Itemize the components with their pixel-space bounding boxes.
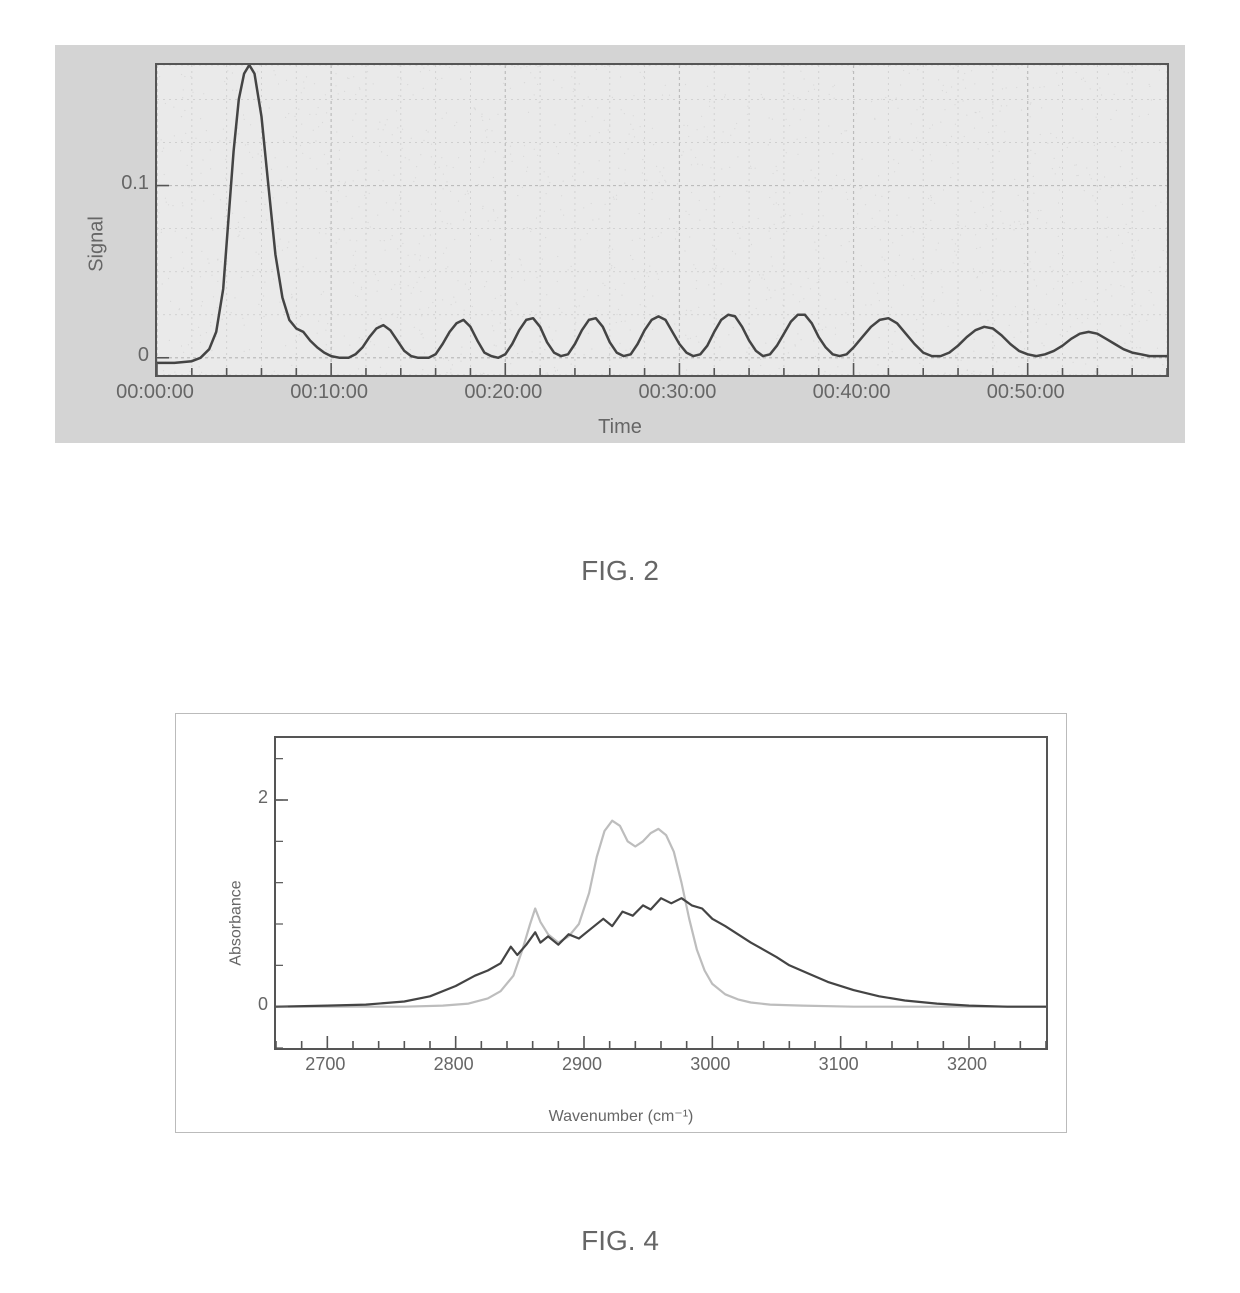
- fig4-ytick: 0: [218, 994, 268, 1015]
- fig2-xlabel: Time: [598, 416, 642, 439]
- fig2-xtick: 00:40:00: [813, 381, 891, 404]
- fig2-ytick: 0.1: [89, 172, 149, 195]
- fig2-xtick: 00:50:00: [987, 381, 1065, 404]
- fig4-xtick: 3100: [819, 1054, 859, 1075]
- fig2-xtick: 00:00:00: [116, 381, 194, 404]
- fig2-caption: FIG. 2: [0, 555, 1240, 587]
- fig4-xtick: 3000: [690, 1054, 730, 1075]
- fig2-ylabel: Signal: [85, 216, 108, 272]
- fig4-caption: FIG. 4: [0, 1225, 1240, 1257]
- fig4-xtick: 2800: [434, 1054, 474, 1075]
- fig4-chart: Absorbance Wavenumber (cm⁻¹) 2700 2800 290…: [175, 713, 1067, 1133]
- fig2-xtick: 00:20:00: [464, 381, 542, 404]
- fig2-plot-area: [155, 63, 1169, 377]
- fig4-plot-area: [274, 736, 1048, 1050]
- fig2-xtick: 00:30:00: [638, 381, 716, 404]
- fig4-xtick: 2900: [562, 1054, 602, 1075]
- fig2-ytick: 0: [89, 344, 149, 367]
- fig4-xlabel: Wavenumber (cm⁻¹): [549, 1106, 694, 1126]
- fig4-xtick: 2700: [305, 1054, 345, 1075]
- fig4-ylabel: Absorbance: [228, 880, 246, 965]
- fig4-xtick: 3200: [947, 1054, 987, 1075]
- fig2-chart: Signal Time 00:00:00 00:10:00 00:20:00 00:3…: [55, 45, 1185, 443]
- fig2-xtick: 00:10:00: [290, 381, 368, 404]
- fig4-ytick: 2: [218, 787, 268, 808]
